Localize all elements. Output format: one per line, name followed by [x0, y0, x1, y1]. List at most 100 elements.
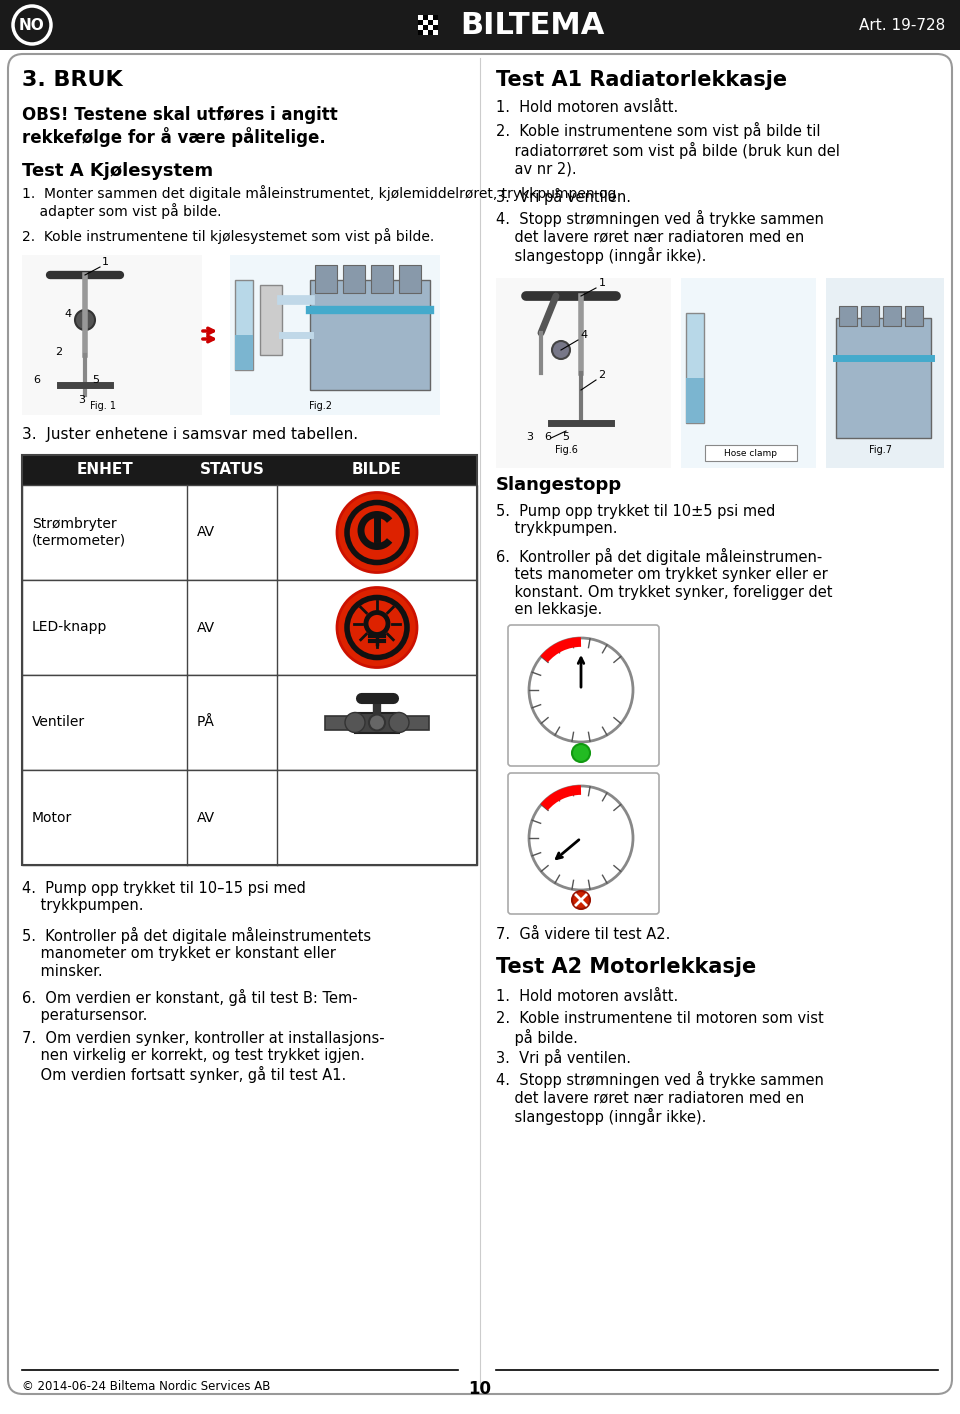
Text: 1.  Hold motoren avslått.: 1. Hold motoren avslått.	[496, 988, 679, 1004]
Circle shape	[337, 587, 417, 667]
Bar	[428, 20, 433, 25]
Text: LED-knapp: LED-knapp	[32, 621, 108, 635]
Text: 2.  Koble instrumentene til kjølesystemet som vist på bilde.: 2. Koble instrumentene til kjølesystemet…	[22, 228, 434, 245]
Bar	[826, 279, 944, 468]
Text: 1: 1	[102, 257, 109, 267]
Bar	[423, 30, 428, 35]
Bar	[428, 25, 433, 30]
Text: 2.  Koble instrumentene som vist på bilde til
    radiatorrøret som vist på bild: 2. Koble instrumentene som vist på bilde…	[496, 122, 840, 177]
Bar	[496, 279, 671, 468]
Text: AV: AV	[197, 526, 215, 540]
Text: 1.  Monter sammen det digitale måleinstrumentet, kjølemiddelrøret, trykkpumpen o: 1. Monter sammen det digitale måleinstru…	[22, 185, 616, 219]
Bar	[310, 280, 430, 390]
Text: Fig.6: Fig.6	[555, 445, 577, 455]
Bar	[423, 16, 428, 20]
Bar	[260, 286, 282, 355]
Circle shape	[572, 891, 590, 909]
Circle shape	[337, 492, 417, 573]
Text: NO: NO	[19, 17, 45, 33]
FancyBboxPatch shape	[508, 773, 659, 913]
Bar	[22, 674, 477, 771]
Text: ENHET: ENHET	[76, 462, 132, 478]
Circle shape	[572, 744, 590, 762]
Bar	[418, 25, 423, 30]
Circle shape	[347, 598, 407, 658]
Text: 1: 1	[599, 279, 606, 288]
Text: Fig.7: Fig.7	[870, 445, 893, 455]
Bar	[235, 335, 253, 370]
Bar	[681, 279, 816, 468]
Text: Strømbryter
(termometer): Strømbryter (termometer)	[32, 518, 126, 547]
Bar	[22, 485, 477, 580]
Bar	[418, 20, 423, 25]
Bar	[343, 264, 365, 293]
Bar	[418, 30, 423, 35]
Text: 5: 5	[92, 375, 99, 385]
Bar	[230, 255, 440, 414]
Text: Motor: Motor	[32, 810, 72, 824]
Text: Test A Kjølesystem: Test A Kjølesystem	[22, 163, 213, 180]
Bar	[686, 312, 704, 423]
Circle shape	[75, 310, 95, 329]
FancyBboxPatch shape	[508, 625, 659, 766]
Text: 5.  Kontroller på det digitale måleinstrumentets
    manometer om trykket er kon: 5. Kontroller på det digitale måleinstru…	[22, 928, 372, 978]
Text: Ventiler: Ventiler	[32, 715, 85, 730]
Bar	[433, 16, 438, 20]
Bar	[428, 30, 433, 35]
Bar	[315, 264, 337, 293]
Bar	[883, 305, 901, 327]
Bar	[433, 25, 438, 30]
Text: AV: AV	[197, 621, 215, 635]
Text: 4.  Stopp strømningen ved å trykke sammen
    det lavere røret nær radiatoren me: 4. Stopp strømningen ved å trykke sammen…	[496, 1070, 824, 1126]
Bar	[423, 20, 428, 25]
Text: © 2014-06-24 Biltema Nordic Services AB: © 2014-06-24 Biltema Nordic Services AB	[22, 1380, 271, 1393]
Text: 3: 3	[78, 395, 85, 404]
Text: 6.  Kontroller på det digitale måleinstrumen-
    tets manometer om trykket synk: 6. Kontroller på det digitale måleinstru…	[496, 549, 832, 618]
Bar	[418, 16, 423, 20]
Text: BILDE: BILDE	[352, 462, 402, 478]
Text: Test A1 Radiatorlekkasje: Test A1 Radiatorlekkasje	[496, 71, 787, 90]
Circle shape	[369, 714, 385, 731]
Text: 2: 2	[55, 346, 62, 356]
Text: 2: 2	[598, 370, 605, 380]
Bar	[355, 713, 399, 732]
Text: 3: 3	[526, 433, 533, 443]
Text: Slangestopp: Slangestopp	[496, 477, 622, 493]
Text: PÅ: PÅ	[197, 715, 215, 730]
Bar	[686, 378, 704, 423]
Bar	[399, 264, 421, 293]
Text: Fig. 1: Fig. 1	[90, 402, 116, 411]
Bar	[22, 455, 477, 485]
Circle shape	[529, 786, 633, 889]
Text: AV: AV	[197, 810, 215, 824]
Circle shape	[529, 638, 633, 742]
Text: Test A2 Motorlekkasje: Test A2 Motorlekkasje	[496, 957, 756, 977]
Circle shape	[389, 713, 409, 732]
Bar	[325, 715, 355, 730]
Text: 1.  Hold motoren avslått.: 1. Hold motoren avslått.	[496, 100, 679, 115]
Bar	[433, 20, 438, 25]
Text: 6: 6	[33, 375, 40, 385]
Text: 3.  Vri på ventilen.: 3. Vri på ventilen.	[496, 188, 631, 205]
Bar	[22, 771, 477, 865]
Bar	[836, 318, 931, 438]
Bar	[433, 30, 438, 35]
Bar	[22, 455, 477, 865]
Text: 10: 10	[468, 1380, 492, 1398]
Bar	[371, 264, 393, 293]
Text: STATUS: STATUS	[200, 462, 264, 478]
Bar	[235, 280, 253, 370]
Text: BILTEMA: BILTEMA	[460, 10, 605, 40]
FancyBboxPatch shape	[705, 445, 797, 461]
Text: 7.  Om verdien synker, kontroller at installasjons-
    nen virkelig er korrekt,: 7. Om verdien synker, kontroller at inst…	[22, 1031, 385, 1083]
Text: Art. 19-728: Art. 19-728	[859, 17, 945, 33]
Bar	[861, 305, 879, 327]
Text: 3.  Vri på ventilen.: 3. Vri på ventilen.	[496, 1049, 631, 1066]
Text: 4.  Pump opp trykket til 10–15 psi med
    trykkpumpen.: 4. Pump opp trykket til 10–15 psi med tr…	[22, 881, 306, 913]
Circle shape	[347, 502, 407, 563]
Bar	[399, 715, 429, 730]
Text: 3.  Juster enhetene i samsvar med tabellen.: 3. Juster enhetene i samsvar med tabelle…	[22, 427, 358, 443]
Bar	[22, 255, 202, 414]
Text: 7.  Gå videre til test A2.: 7. Gå videre til test A2.	[496, 928, 670, 942]
Text: 4: 4	[65, 310, 72, 320]
